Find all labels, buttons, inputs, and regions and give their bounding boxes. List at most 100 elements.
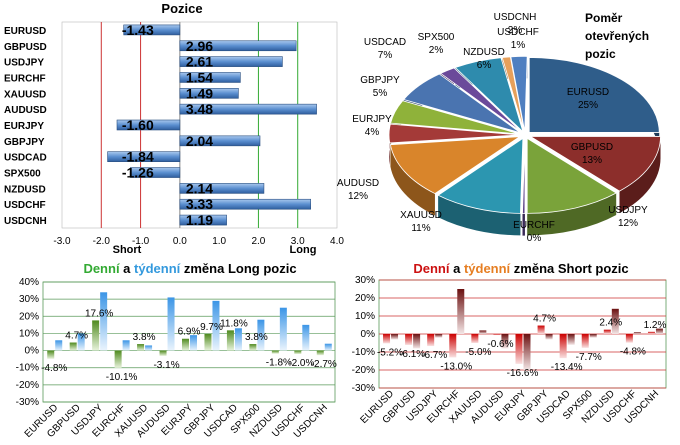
- daily-bar: [159, 350, 167, 356]
- position-bar: [116, 119, 181, 131]
- weekly-bar: [212, 300, 220, 351]
- pie-slice: [389, 136, 522, 195]
- daily-bar: [537, 325, 545, 334]
- pie-title-line1: Poměr: [585, 11, 623, 25]
- category-label: NZDUSD: [4, 184, 46, 195]
- daily-bar: [226, 330, 234, 351]
- y-tick-label: -30%: [16, 397, 39, 408]
- pie-value-label: 12%: [348, 191, 368, 202]
- daily-bar: [204, 333, 212, 351]
- title-weekly: týdenní: [134, 261, 181, 276]
- value-label: -13.0%: [440, 361, 472, 372]
- y-tick-label: 30%: [19, 294, 39, 305]
- ratio-pie-chart: Poměr otevřených pozic EURUSD 25% GBPUSD 13…: [337, 11, 661, 244]
- pie-value-label: 13%: [582, 155, 602, 166]
- long-change-chart: Denní a týdenní změna Long pozic -30% -20…: [16, 261, 337, 440]
- value-label: 3.33: [186, 196, 213, 212]
- value-label: 2.4%: [599, 318, 622, 329]
- pie-value-label: 1%: [511, 40, 526, 51]
- category-label: EURUSD: [4, 26, 46, 37]
- value-label: -3.1%: [153, 360, 179, 371]
- pie-label: USDJPY: [608, 205, 648, 216]
- value-label: -2.0%: [288, 358, 314, 369]
- pie-slice: [529, 136, 661, 192]
- value-label: 2.61: [186, 54, 213, 70]
- value-label: 11.8%: [220, 318, 248, 329]
- pie-value-label: 12%: [618, 218, 638, 229]
- value-label: 1.54: [186, 69, 213, 85]
- y-tick-label: 10%: [19, 328, 39, 339]
- daily-bar: [137, 344, 145, 351]
- weekly-bar: [302, 324, 310, 351]
- y-tick-label: 20%: [19, 311, 39, 322]
- daily-bar: [515, 334, 523, 364]
- weekly-bar: [122, 340, 130, 351]
- position-bar: [107, 151, 181, 162]
- value-label: 17.6%: [85, 308, 113, 319]
- value-label: -6.1%: [399, 349, 425, 360]
- long-annotation: Long: [290, 244, 317, 256]
- category-label: USDCAD: [4, 153, 47, 164]
- weekly-bar: [523, 334, 531, 370]
- weekly-bar: [190, 335, 197, 351]
- title-daily: Denní: [413, 261, 450, 276]
- value-label: -4.8%: [620, 347, 646, 358]
- daily-bar: [581, 334, 589, 348]
- pie-slice: [454, 57, 524, 133]
- position-bar: [179, 88, 239, 99]
- weekly-bar: [589, 334, 597, 338]
- value-label: 1.49: [186, 85, 213, 101]
- value-label: -0.6%: [487, 339, 513, 350]
- pie-slice: [390, 100, 520, 135]
- position-bar: [130, 167, 181, 178]
- pie-value-label: 2%: [429, 45, 444, 56]
- x-tick-label: 1.0: [212, 236, 226, 247]
- pie-value-label: 25%: [578, 100, 598, 111]
- value-label: 3.8%: [245, 332, 268, 343]
- weekly-bar: [77, 333, 85, 351]
- daily-bar: [625, 334, 633, 343]
- y-tick-label: -10%: [352, 347, 375, 358]
- daily-bar: [427, 334, 435, 347]
- position-bar: [179, 40, 297, 52]
- pie-slice: [501, 56, 525, 132]
- pie-label: USDCAD: [364, 37, 406, 48]
- value-label: -1.43: [122, 22, 154, 38]
- title-daily: Denní: [83, 261, 120, 276]
- position-bar: [123, 24, 181, 36]
- title-weekly: týdenní: [464, 261, 511, 276]
- y-tick-label: 0%: [25, 346, 40, 357]
- value-label: 2.04: [186, 133, 213, 149]
- value-label: -6.7%: [421, 350, 447, 361]
- pie-label: SPX500: [418, 32, 455, 43]
- value-label: 3.8%: [133, 332, 156, 343]
- y-tick-label: 30%: [355, 275, 375, 286]
- short-annotation: Short: [113, 244, 142, 256]
- daily-bar: [294, 350, 302, 354]
- category-label: EURCHF: [4, 73, 46, 84]
- weekly-bar: [435, 334, 443, 338]
- value-label: -10.1%: [106, 372, 138, 383]
- weekly-bar: [413, 334, 421, 349]
- pie-label: EURCHF: [513, 220, 555, 231]
- position-bar: [179, 103, 317, 115]
- positions-title: Pozice: [161, 1, 202, 16]
- category-label: XAUUSD: [4, 89, 46, 100]
- pie-slice: [522, 138, 526, 215]
- category-label: SPX500: [4, 169, 41, 180]
- weekly-bar: [611, 308, 619, 334]
- value-label: -7.7%: [576, 352, 602, 363]
- title-rest: změna Long pozic: [180, 261, 296, 276]
- daily-bar: [471, 334, 479, 343]
- x-tick-label: 2.0: [251, 236, 265, 247]
- pie-value-label: 7%: [378, 50, 393, 61]
- daily-bar: [271, 350, 279, 354]
- value-label: -16.6%: [507, 368, 539, 379]
- daily-bar: [383, 334, 391, 344]
- daily-bar: [92, 320, 100, 351]
- pie-label: GBPJPY: [360, 75, 400, 86]
- pie-value-label: 6%: [477, 60, 492, 71]
- position-bar: [179, 56, 283, 67]
- daily-bar: [249, 344, 257, 351]
- value-label: 2.96: [186, 38, 213, 54]
